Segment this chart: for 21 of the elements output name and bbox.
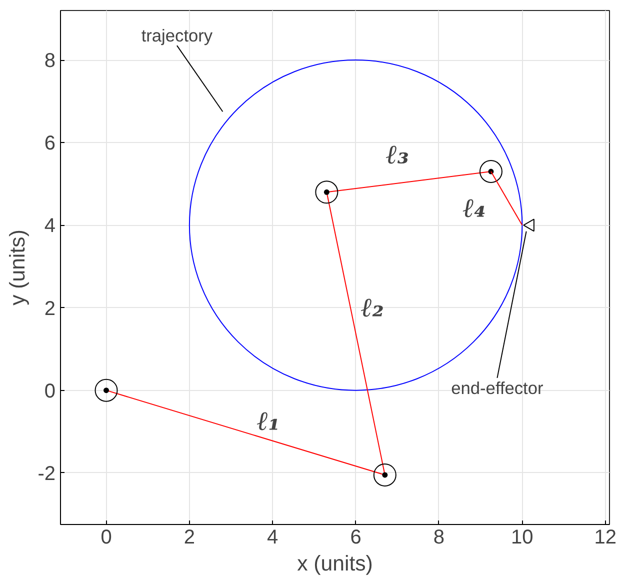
x-tick-label: 0 bbox=[100, 526, 112, 548]
y-tick-label: -2 bbox=[38, 462, 56, 485]
x-tick-label: 10 bbox=[511, 526, 534, 548]
x-tick-label: 8 bbox=[433, 526, 445, 548]
annotation: trajectory bbox=[141, 26, 213, 46]
y-tick-label: 0 bbox=[44, 380, 56, 402]
x-tick-label: 12 bbox=[594, 526, 616, 548]
annotation: ℓ₁ bbox=[256, 406, 280, 437]
annotation: end-effector bbox=[451, 378, 544, 398]
annotation: ℓ₃ bbox=[386, 140, 409, 170]
x-tick-label: 2 bbox=[184, 526, 195, 548]
y-tick-label: 4 bbox=[44, 215, 56, 238]
x-tick-label: 4 bbox=[267, 526, 278, 548]
annotation: ℓ₄ bbox=[462, 193, 486, 224]
annotation: ℓ₂ bbox=[360, 292, 384, 324]
y-tick-label: 2 bbox=[44, 298, 56, 320]
x-axis-title: x (units) bbox=[297, 552, 373, 576]
x-tick-label: 6 bbox=[350, 526, 362, 548]
y-tick-label: 8 bbox=[44, 50, 56, 72]
y-tick-label: 6 bbox=[44, 132, 56, 155]
y-axis-title: y (units) bbox=[6, 230, 30, 306]
